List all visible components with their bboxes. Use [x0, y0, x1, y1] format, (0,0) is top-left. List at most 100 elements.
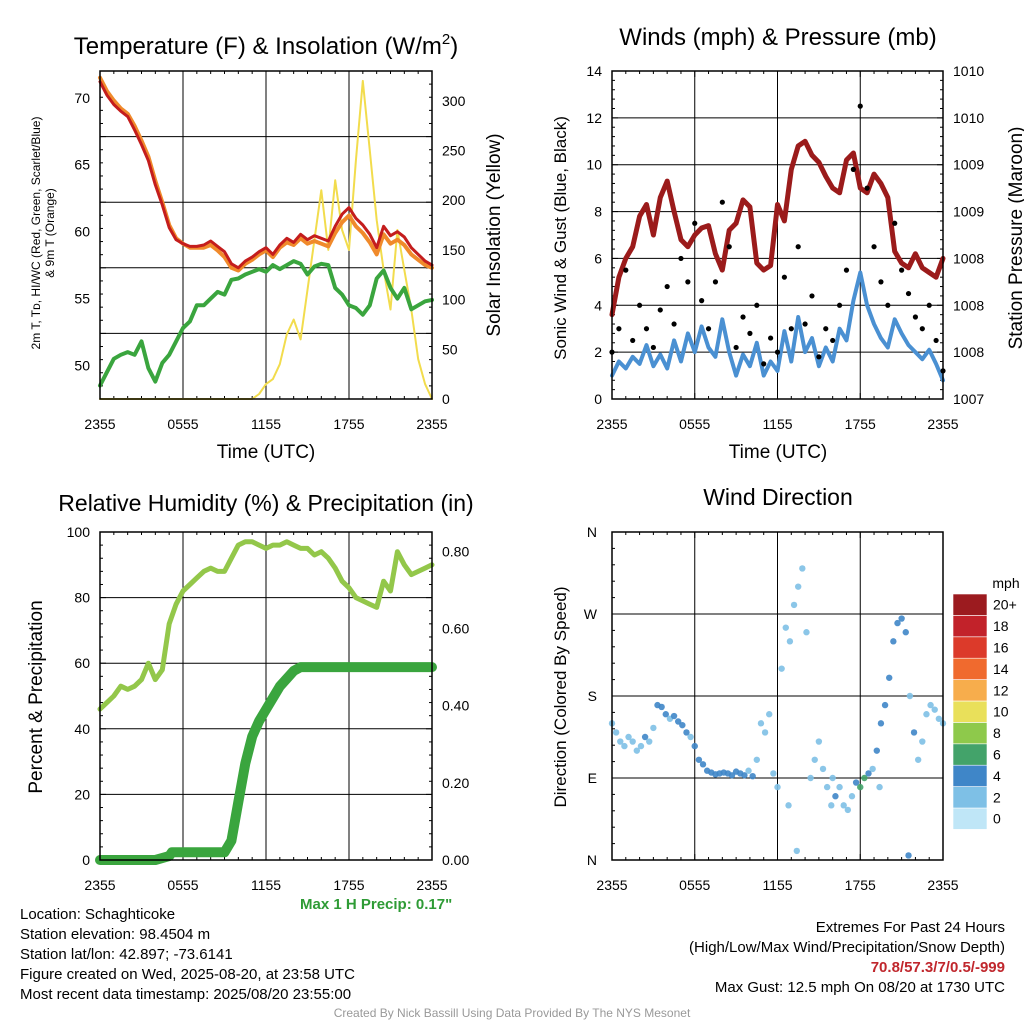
extremes-panel: Extremes For Past 24 Hours (High/Low/Max… [689, 918, 1005, 998]
dir-tick-label-1: E [588, 770, 597, 786]
direction-point-73 [910, 729, 918, 736]
gust-point-23 [768, 335, 774, 341]
direction-point-48 [807, 774, 814, 782]
gust-point-42 [899, 267, 905, 273]
dir-tick-label-4: N [587, 524, 597, 540]
gust-point-22 [761, 361, 767, 367]
extremes-values: 70.8/57.3/7/0.5/-999 [870, 959, 1005, 976]
y-tick-label-3: 60 [74, 655, 90, 671]
y-axis-label-1a: 2m T, Tᴅ, HI/WC (Red, Green, Scarlet/Blu… [29, 117, 43, 350]
panel-3: 0 20 40 60 80 100 0.00 0.20 0.40 0.60 0.80 2355 0555… [67, 524, 470, 893]
gust-point-21 [754, 302, 760, 308]
chart-title-4: Wind Direction [703, 484, 853, 510]
max-precip-note: Max 1 H Precip: 0.17" [300, 896, 453, 913]
direction-point-58 [848, 793, 856, 800]
gust-point-20 [747, 330, 753, 336]
legend-label-6: 12 [993, 682, 1009, 698]
legend-swatch-8 [952, 636, 988, 659]
x-tick-label-4: 2355 [927, 877, 958, 893]
x-tick-label-2: 1155 [762, 877, 792, 893]
figure-created: Figure created on Wed, 2025-08-20, at 23… [20, 966, 355, 983]
x-tick-label-2: 1155 [251, 416, 281, 432]
dir-tick-label-3: W [584, 606, 598, 622]
legend-swatch-10 [952, 593, 988, 616]
gust-point-18 [733, 344, 739, 351]
y2-tick-label-3: 1008 [953, 250, 984, 266]
legend-swatch-9 [952, 615, 988, 638]
panel-4: N E S W N 2355 0555 1155 1755 2355 [584, 524, 959, 893]
plot-border [99, 70, 433, 400]
direction-point-6 [633, 747, 641, 754]
y2-tick-label-0: 1007 [953, 391, 984, 407]
direction-point-57 [844, 806, 852, 814]
gust-point-26 [788, 326, 794, 332]
y-tick-label-5: 100 [67, 524, 91, 540]
direction-point-7 [637, 742, 645, 750]
station-elevation: Station elevation: 98.4504 m [20, 926, 211, 943]
gust-point-38 [871, 244, 877, 250]
gust-point-13 [699, 298, 705, 304]
direction-point-42 [782, 624, 789, 631]
x-tick-label-0: 2355 [84, 877, 115, 893]
y2-tick-label-1: 1008 [953, 344, 984, 360]
y-tick-label-0: 0 [82, 852, 90, 868]
direction-point-59 [852, 779, 860, 786]
y-tick-label-4: 8 [594, 204, 602, 220]
y-axis-label-1b: & 9m T (Orange) [43, 188, 57, 278]
direction-point-19 [687, 733, 694, 741]
direction-point-62 [865, 770, 872, 777]
gust-point-46 [926, 302, 932, 308]
gust-point-33 [836, 302, 843, 308]
y-tick-label-1: 2 [594, 344, 602, 360]
direction-point-67 [886, 674, 893, 681]
direction-point-55 [836, 783, 843, 791]
direction-point-18 [683, 729, 690, 736]
gust-point-9 [671, 321, 677, 327]
y2-tick-label-3: 150 [442, 242, 466, 258]
direction-point-60 [857, 783, 864, 791]
gust-point-14 [705, 326, 712, 332]
y-tick-label-3: 6 [594, 250, 602, 266]
y-tick-label-6: 12 [586, 110, 602, 126]
legend-label-0: 0 [993, 811, 1001, 827]
direction-point-38 [766, 711, 773, 718]
panel-1: 50 55 60 65 70 0 50 100 150 200 250 300 2355 0555 1155… [74, 70, 466, 432]
station-latlon: Station lat/lon: 42.897; -73.6141 [20, 946, 233, 963]
direction-point-72 [906, 692, 914, 700]
gust-point-5 [643, 326, 650, 332]
x-tick-label-1: 0555 [679, 416, 710, 432]
direction-point-40 [774, 783, 781, 791]
legend-swatch-3 [952, 743, 988, 766]
x-tick-label-0: 2355 [596, 877, 627, 893]
direction-point-36 [757, 720, 765, 727]
legend-swatch-6 [952, 679, 988, 702]
y2-tick-label-3: 0.60 [442, 620, 469, 636]
y2-tick-label-0: 0 [442, 391, 450, 407]
gust-point-35 [850, 166, 856, 172]
gust-point-39 [878, 279, 884, 285]
gust-point-2 [623, 267, 629, 273]
direction-point-50 [815, 738, 823, 745]
temp-2m-line [98, 80, 434, 270]
x-tick-label-4: 2355 [927, 416, 958, 432]
legend-swatch-5 [952, 700, 988, 723]
direction-point-32 [741, 772, 748, 779]
direction-point-76 [923, 711, 930, 718]
direction-point-2 [617, 738, 624, 745]
extremes-heading: Extremes For Past 24 Hours [815, 919, 1005, 936]
speed-legend: mph 0 2 4 6 8 10 12 14 16 18 20+ [952, 575, 1020, 830]
y-tick-label-7: 14 [586, 63, 602, 79]
direction-point-41 [778, 665, 785, 672]
direction-point-65 [877, 720, 885, 727]
direction-point-66 [881, 701, 889, 709]
direction-point-70 [898, 615, 905, 622]
gust-point-37 [864, 185, 870, 191]
x-tick-label-4: 2355 [416, 877, 447, 893]
y2-axis-label-2: Station Pressure (Maroon) [1006, 127, 1024, 350]
gust-point-43 [905, 290, 912, 297]
x-tick-label-2: 1155 [762, 416, 792, 432]
y-tick-label-0: 50 [74, 358, 90, 374]
station-info: Location: Schaghticoke Station elevation… [20, 905, 355, 1005]
direction-point-52 [823, 783, 831, 791]
